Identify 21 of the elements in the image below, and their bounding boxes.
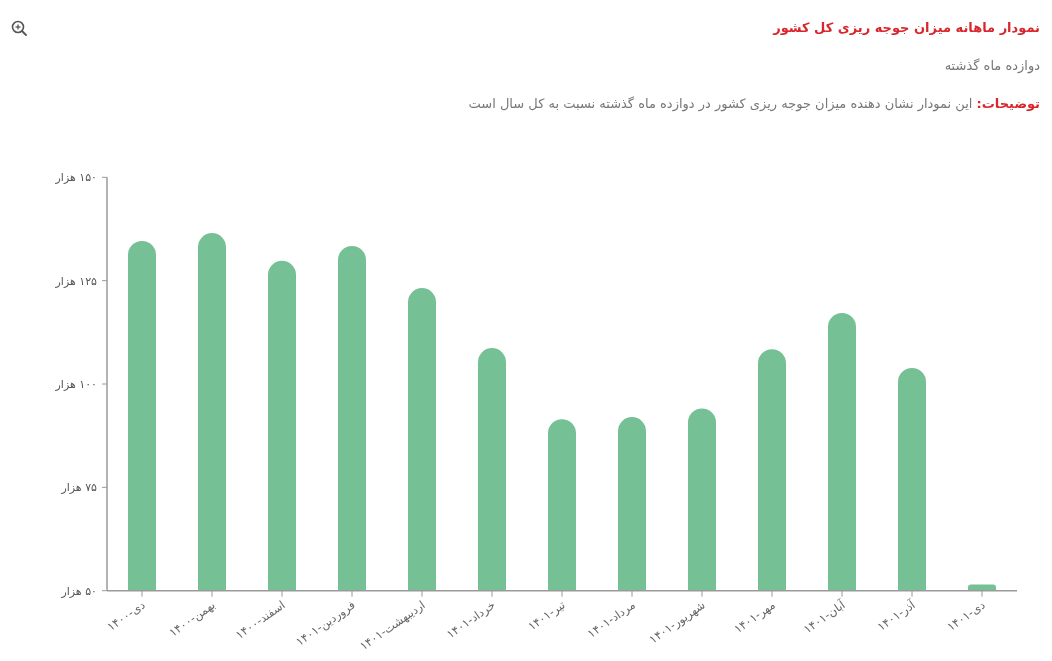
chart-title: نمودار ماهانه میزان جوجه ریزی کل کشور (773, 20, 1040, 35)
x-tick-label: خرداد-۱۴۰۱ (444, 597, 499, 642)
y-tick-label: ۱۰۰ هزار (54, 378, 97, 391)
x-tick-label: اسفند-۱۴۰۰ (232, 597, 288, 642)
y-tick-label: ۱۵۰ هزار (54, 171, 97, 185)
chart-subtitle: دوازده ماه گذشته (944, 58, 1040, 73)
x-tick-label: آبان-۱۴۰۱ (801, 597, 849, 637)
x-tick-label: شهریور-۱۴۰۱ (646, 597, 709, 648)
y-tick-label: ۵۰ هزار (60, 584, 97, 598)
x-tick-label: اردیبهشت-۱۴۰۱ (357, 597, 429, 654)
text: توضیحات: این نمودار نشان دهنده میزان جوجه ریزی کشور در دوازده ماه گذشته نسبت به کل سال است (468, 96, 1040, 111)
x-tick-label: مرداد-۱۴۰۱ (584, 597, 639, 642)
x-tick-label: دی-۱۴۰۰ (104, 597, 148, 634)
x-tick-label: تیر-۱۴۰۱ (525, 597, 569, 634)
x-tick-label: فروردین-۱۴۰۱ (293, 597, 359, 650)
y-tick-label: ۱۲۵ هزار (54, 274, 98, 288)
x-tick-label: دی-۱۴۰۱ (944, 597, 988, 634)
x-tick-label: آذر-۱۴۰۱ (874, 597, 919, 635)
x-tick-label: مهر-۱۴۰۱ (731, 597, 779, 637)
y-tick-label: ۷۵ هزار (60, 481, 98, 495)
x-tick-label: بهمن-۱۴۰۰ (166, 597, 219, 641)
